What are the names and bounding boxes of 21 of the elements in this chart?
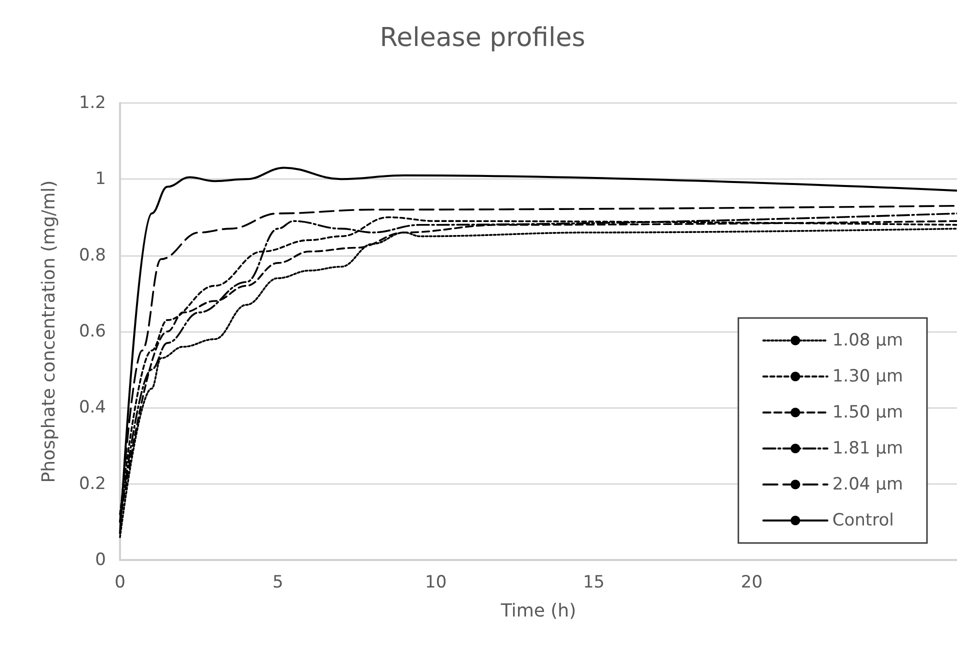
x-axis-title: Time (h) — [500, 600, 576, 622]
x-tick-label: 5 — [272, 572, 284, 592]
x-tick-label: 10 — [425, 572, 447, 592]
x-tick-label: 15 — [582, 572, 605, 592]
legend-label: 1.30 µm — [832, 366, 904, 386]
chart-title: Release profiles — [380, 23, 586, 53]
y-tick-label: 0.8 — [78, 245, 106, 266]
legend-label: 1.50 µm — [832, 402, 904, 422]
legend-label: Control — [832, 510, 894, 530]
legend-label: 1.81 µm — [832, 438, 904, 458]
x-tick-label: 0 — [114, 572, 126, 592]
legend-label: 1.08 µm — [832, 330, 904, 350]
x-tick-label: 20 — [740, 572, 763, 592]
y-tick-label: 0.6 — [78, 322, 106, 342]
y-tick-label: 0.2 — [78, 474, 106, 494]
y-tick-label: 1.2 — [78, 93, 106, 113]
legend-label: 2.04 µm — [832, 474, 904, 494]
y-tick-label: 1 — [95, 169, 106, 190]
y-tick-label: 0.4 — [78, 398, 106, 418]
y-tick-label: 0 — [95, 550, 106, 570]
y-axis-title: Phosphate concentration (mg/ml) — [38, 180, 60, 483]
